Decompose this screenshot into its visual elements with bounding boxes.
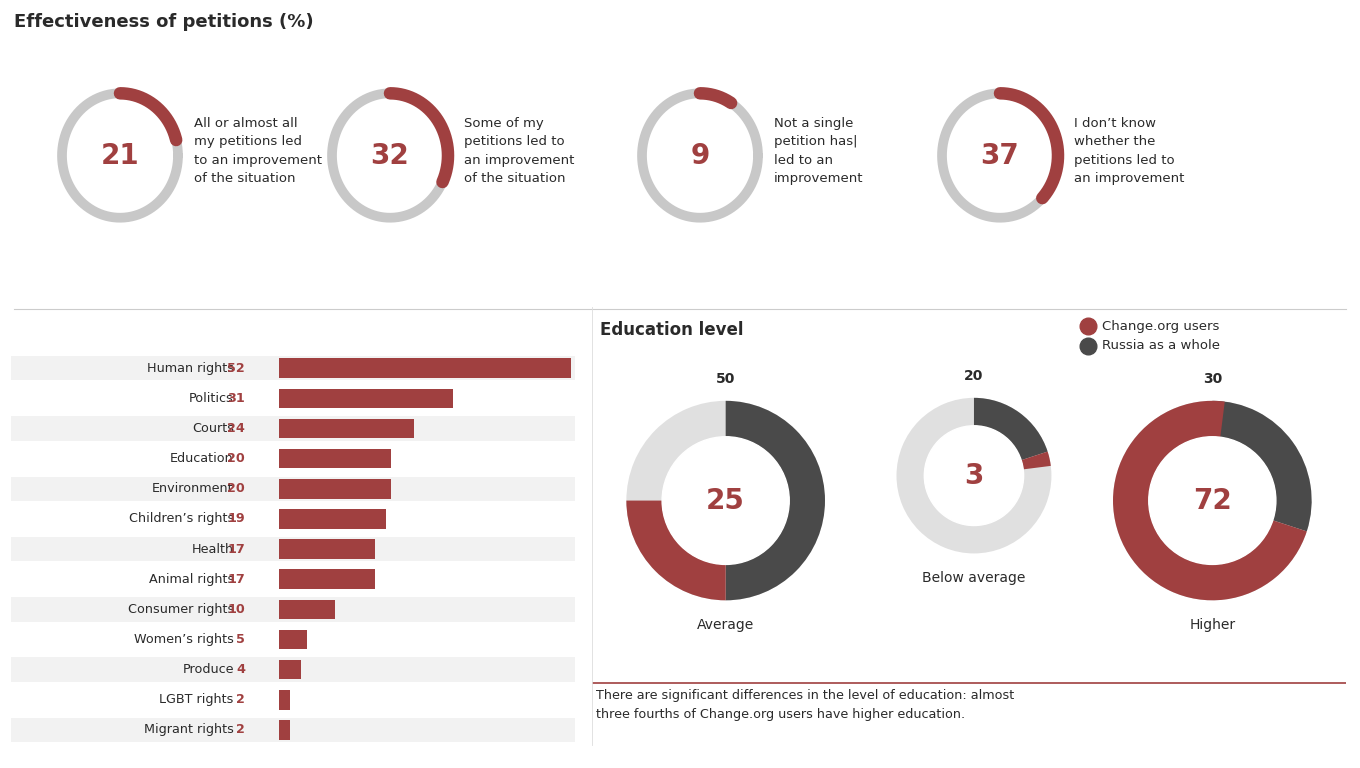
- Wedge shape: [1021, 452, 1051, 469]
- Text: 20: 20: [227, 482, 245, 495]
- Text: 52: 52: [227, 362, 245, 375]
- Wedge shape: [1112, 401, 1307, 601]
- FancyBboxPatch shape: [279, 479, 392, 498]
- FancyBboxPatch shape: [279, 419, 413, 439]
- Text: Consumer rights: Consumer rights: [128, 603, 234, 616]
- Text: 17: 17: [227, 543, 245, 555]
- FancyBboxPatch shape: [5, 356, 581, 380]
- Wedge shape: [627, 501, 726, 601]
- Text: 10: 10: [227, 603, 245, 616]
- FancyBboxPatch shape: [5, 477, 581, 501]
- Text: There are significant differences in the level of education: almost
three fourth: There are significant differences in the…: [596, 689, 1013, 721]
- FancyBboxPatch shape: [279, 539, 374, 559]
- Text: Effectiveness of petitions (%): Effectiveness of petitions (%): [14, 13, 314, 31]
- Text: 32: 32: [371, 141, 409, 170]
- Text: 3: 3: [964, 462, 983, 490]
- Wedge shape: [896, 398, 1051, 554]
- Text: 21: 21: [101, 141, 139, 170]
- Text: Produce: Produce: [182, 663, 234, 676]
- Text: 4: 4: [237, 663, 245, 676]
- FancyBboxPatch shape: [279, 630, 307, 649]
- FancyBboxPatch shape: [279, 600, 335, 619]
- FancyBboxPatch shape: [5, 537, 581, 561]
- Text: 2: 2: [237, 694, 245, 707]
- FancyBboxPatch shape: [279, 509, 386, 528]
- Text: Education level: Education level: [600, 321, 743, 339]
- Text: Migrant rights: Migrant rights: [144, 723, 234, 737]
- Wedge shape: [1212, 401, 1311, 531]
- FancyBboxPatch shape: [5, 416, 581, 441]
- Text: Russia as a whole: Russia as a whole: [1102, 339, 1220, 353]
- Text: 20: 20: [964, 369, 983, 383]
- Text: 9: 9: [691, 141, 710, 170]
- Text: 20: 20: [227, 452, 245, 465]
- Wedge shape: [1112, 401, 1311, 601]
- Wedge shape: [974, 398, 1047, 460]
- FancyBboxPatch shape: [279, 660, 302, 680]
- Text: Below average: Below average: [922, 571, 1025, 585]
- Circle shape: [1149, 437, 1276, 564]
- Text: I don’t know
whether the
petitions led to
an improvement: I don’t know whether the petitions led t…: [1074, 117, 1185, 186]
- Text: 2: 2: [237, 723, 245, 737]
- Circle shape: [925, 425, 1024, 525]
- Circle shape: [662, 437, 789, 564]
- FancyBboxPatch shape: [279, 720, 290, 740]
- Text: Women’s rights: Women’s rights: [133, 633, 234, 646]
- Text: Not a single
petition has|
led to an
improvement: Not a single petition has| led to an imp…: [774, 117, 864, 186]
- Text: Higher: Higher: [1189, 618, 1235, 632]
- Text: 19: 19: [227, 512, 245, 525]
- Text: Courts: Courts: [192, 422, 234, 435]
- Text: 5: 5: [237, 633, 245, 646]
- Text: 72: 72: [1193, 487, 1232, 515]
- Text: Children’s rights: Children’s rights: [129, 512, 234, 525]
- Text: 30: 30: [1202, 372, 1221, 386]
- Text: 37: 37: [981, 141, 1020, 170]
- FancyBboxPatch shape: [279, 569, 374, 589]
- FancyBboxPatch shape: [279, 389, 453, 409]
- Text: Education: Education: [170, 452, 234, 465]
- Text: Politics: Politics: [189, 392, 234, 405]
- Wedge shape: [627, 401, 826, 601]
- Text: Health: Health: [192, 543, 234, 555]
- Text: 25: 25: [706, 487, 745, 515]
- Text: Human rights: Human rights: [147, 362, 234, 375]
- Text: Animal rights: Animal rights: [148, 573, 234, 586]
- FancyBboxPatch shape: [279, 690, 290, 710]
- Wedge shape: [726, 401, 826, 601]
- FancyBboxPatch shape: [5, 657, 581, 682]
- Text: 24: 24: [227, 422, 245, 435]
- FancyBboxPatch shape: [5, 598, 581, 621]
- FancyBboxPatch shape: [279, 449, 392, 468]
- Text: Some of my
petitions led to
an improvement
of the situation: Some of my petitions led to an improveme…: [464, 117, 574, 186]
- Text: Average: Average: [698, 618, 755, 632]
- FancyBboxPatch shape: [5, 717, 581, 742]
- Text: All or almost all
my petitions led
to an improvement
of the situation: All or almost all my petitions led to an…: [194, 117, 322, 186]
- Text: 50: 50: [715, 372, 736, 386]
- Text: 17: 17: [227, 573, 245, 586]
- Text: LGBT rights: LGBT rights: [159, 694, 234, 707]
- FancyBboxPatch shape: [279, 359, 571, 378]
- Text: 31: 31: [227, 392, 245, 405]
- Text: Environment: Environment: [152, 482, 234, 495]
- Text: Change.org users: Change.org users: [1102, 319, 1220, 333]
